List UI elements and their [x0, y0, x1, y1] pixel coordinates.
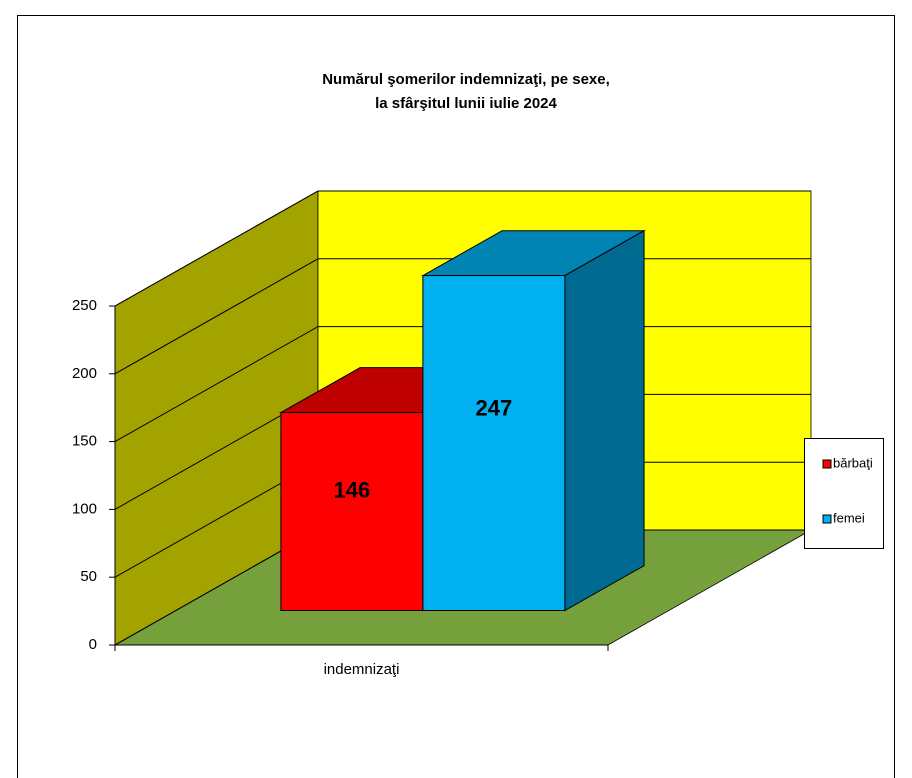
bar-side — [564, 229, 645, 612]
bar — [422, 275, 566, 611]
grid-line — [114, 258, 811, 375]
legend-swatch — [822, 514, 832, 524]
y-tick-label: 50 — [80, 568, 97, 585]
grid-line — [114, 326, 811, 443]
y-tick-label: 150 — [72, 433, 97, 450]
y-tick-label: 200 — [72, 365, 97, 382]
chart-title: la sfârşitul lunii iulie 2024 — [375, 95, 557, 112]
x-tick-label: indemnizaţi — [324, 661, 400, 678]
data-label: 247 — [476, 395, 513, 420]
grid-line — [114, 190, 811, 307]
legend-box — [804, 438, 884, 549]
y-tick-label: 100 — [72, 500, 97, 517]
bar — [280, 412, 424, 611]
legend-swatch — [822, 459, 832, 469]
chart-title: Numărul şomerilor indemnizaţi, pe sexe, — [322, 71, 610, 88]
y-tick-label: 0 — [89, 636, 97, 653]
legend-label: bărbaţi — [833, 455, 873, 470]
legend-label: femei — [833, 510, 865, 525]
data-label: 146 — [334, 478, 371, 503]
y-tick-label: 250 — [72, 297, 97, 314]
